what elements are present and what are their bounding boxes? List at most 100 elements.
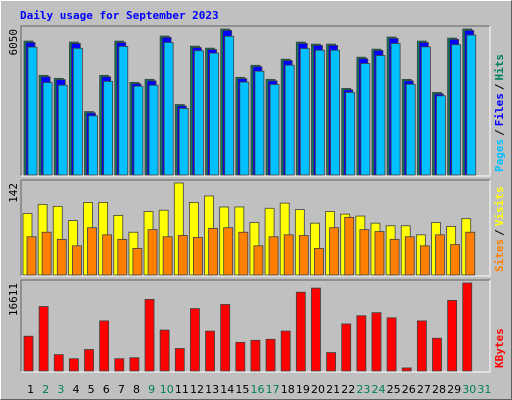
bar [88, 115, 98, 176]
bar [416, 320, 427, 372]
x-tick-label: 14 [220, 383, 234, 396]
bar [118, 45, 129, 176]
x-tick-label: 7 [118, 383, 125, 396]
x-tick-label: 22 [341, 383, 355, 396]
bar [190, 308, 200, 372]
bar [359, 229, 370, 276]
bar [205, 330, 215, 372]
bar [299, 48, 310, 176]
x-tick-label: 15 [235, 383, 249, 396]
x-tick-label: 8 [133, 383, 140, 396]
bar [102, 234, 113, 276]
bar [326, 352, 336, 372]
bar [420, 46, 431, 176]
bar [386, 317, 397, 372]
x-tick-label: 23 [356, 383, 370, 396]
bar [72, 47, 83, 176]
bar [401, 367, 412, 372]
bar [147, 229, 158, 276]
bar [360, 63, 371, 176]
bar [345, 92, 356, 176]
bar [27, 46, 38, 176]
bar [269, 84, 280, 176]
panel-edge-dark [20, 25, 490, 176]
bar [253, 245, 264, 276]
x-tick-label: 18 [281, 383, 295, 396]
bar [129, 357, 140, 372]
legend-entry: Pages [493, 139, 506, 172]
x-tick-label: 10 [160, 383, 174, 396]
bar [447, 299, 458, 372]
bar [99, 320, 110, 372]
bar [254, 70, 265, 176]
bar [295, 291, 306, 372]
bar [144, 298, 155, 372]
bar [374, 231, 385, 276]
legend-entry: Hits [493, 54, 506, 81]
bar [68, 358, 79, 372]
bar [371, 312, 382, 372]
bar [159, 329, 170, 372]
x-tick-label: 26 [402, 383, 416, 396]
legend-entry: KBytes [493, 328, 506, 368]
bar [224, 35, 235, 176]
bar [209, 52, 219, 176]
bar [23, 335, 34, 372]
legend-separator: / [493, 129, 506, 136]
y-tick-label: 142 [7, 183, 20, 203]
bar [162, 236, 173, 276]
legend-separator: / [493, 83, 506, 90]
bar [103, 80, 114, 176]
legend-entry: Visits [493, 187, 506, 227]
panel-edge-light [21, 280, 491, 373]
bar [435, 234, 445, 276]
bar [223, 227, 234, 276]
bar [114, 358, 125, 372]
x-tick-label: 30 [462, 383, 476, 396]
bar [38, 306, 49, 372]
panel-edge-dark [20, 179, 490, 276]
bar [235, 341, 246, 372]
bar [314, 248, 324, 276]
bar [42, 82, 53, 176]
x-tick-label: 3 [57, 383, 64, 396]
bar [311, 287, 321, 372]
x-tick-label: 20 [311, 383, 325, 396]
bar [341, 323, 352, 372]
x-tick-label: 1 [27, 383, 34, 396]
bar [265, 338, 276, 372]
bar [117, 238, 128, 276]
bar [148, 84, 159, 176]
bar [284, 64, 295, 176]
bar [315, 49, 325, 176]
legend: KBytes [493, 328, 506, 368]
bar [41, 231, 52, 276]
bar [239, 81, 250, 176]
bar [87, 227, 97, 276]
bar [163, 42, 174, 176]
bar [432, 337, 442, 372]
bar [193, 237, 203, 276]
bar [462, 282, 473, 372]
bar [132, 248, 143, 276]
bar [466, 34, 477, 176]
bar [329, 227, 339, 276]
x-tick-label: 16 [251, 383, 265, 396]
x-tick-label: 25 [387, 383, 401, 396]
x-tick-label: 2 [42, 383, 49, 396]
legend-separator: / [493, 229, 506, 236]
bar [419, 245, 430, 276]
bar [178, 107, 189, 176]
legend-entry: Sites [493, 239, 506, 272]
bar [390, 43, 401, 176]
chart-title: Daily usage for September 2023 [20, 9, 219, 22]
bar [451, 44, 462, 176]
x-tick-label: 12 [190, 383, 204, 396]
x-tick-label: 9 [148, 383, 155, 396]
x-tick-label: 4 [72, 383, 79, 396]
y-tick-label: 16611 [7, 283, 20, 316]
bar [177, 235, 188, 276]
x-tick-label: 13 [205, 383, 219, 396]
bar [268, 236, 279, 276]
